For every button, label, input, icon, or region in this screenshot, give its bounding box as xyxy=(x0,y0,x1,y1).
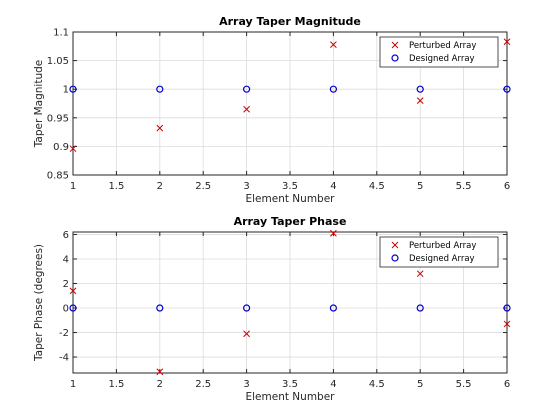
data-point-perturbed xyxy=(243,105,250,113)
y-axis-label: Taper Phase (degrees) xyxy=(33,244,45,362)
data-point-perturbed-stroke-b xyxy=(69,145,77,153)
data-point-designed xyxy=(503,85,511,93)
data-point-designed xyxy=(503,304,511,312)
x-tick-label: 5.5 xyxy=(456,379,472,390)
y-tick-label: 0.95 xyxy=(47,113,69,124)
x-axis-label: Element Number xyxy=(246,391,336,403)
legend-marker xyxy=(391,41,399,49)
x-tick-label: 5 xyxy=(417,181,423,192)
y-tick-label: 4 xyxy=(63,254,69,265)
data-point-perturbed xyxy=(330,229,337,237)
data-point-perturbed-stroke-b xyxy=(69,287,77,295)
legend-marker xyxy=(391,54,399,62)
data-point-perturbed-stroke-b xyxy=(330,41,337,48)
y-tick-label: 1.05 xyxy=(47,56,69,67)
legend: Perturbed Array Designed Array xyxy=(379,36,499,68)
y-tick-label: 0 xyxy=(63,304,69,315)
x-tick-label: 2 xyxy=(157,379,163,390)
data-point-designed xyxy=(243,85,251,93)
x-tick-label: 2.5 xyxy=(195,181,211,192)
x-tick-label: 3.5 xyxy=(282,379,298,390)
data-point-designed xyxy=(156,85,164,93)
y-tick-label: -2 xyxy=(59,328,69,339)
x-tick-label: 3 xyxy=(243,379,249,390)
y-tick-label: 0.9 xyxy=(53,142,69,153)
data-point-perturbed xyxy=(503,38,511,46)
chart-taper-phase: 1 1.5 2 2.5 3 3.5 4 4.5 5 5.5 6 -4 -2 0 2 4 6 Array Taper… xyxy=(33,215,511,403)
y-tick-label: 1 xyxy=(63,85,69,96)
x-tick-label: 2.5 xyxy=(195,379,211,390)
x-tick-label: 3.5 xyxy=(282,181,298,192)
data-point-perturbed xyxy=(243,330,250,338)
data-point-perturbed-stroke-b xyxy=(416,97,424,104)
y-tick-label: 1.1 xyxy=(53,28,69,39)
y-tick-label: 6 xyxy=(63,230,69,241)
x-tick-label: 5 xyxy=(417,379,423,390)
data-point-perturbed-stroke-b xyxy=(503,38,511,46)
x-tick-label: 4.5 xyxy=(369,181,385,192)
data-point-perturbed xyxy=(503,320,511,328)
data-point-designed xyxy=(329,85,337,93)
data-point-perturbed xyxy=(416,270,424,278)
legend-marker xyxy=(391,254,399,262)
x-tick-label: 6 xyxy=(504,379,510,390)
y-tick-label: 0.85 xyxy=(47,171,69,182)
legend-entry: Designed Array xyxy=(409,254,475,264)
x-tick-label: 1.5 xyxy=(108,181,124,192)
chart-taper-magnitude: 1 1.5 2 2.5 3 3.5 4 4.5 5 5.5 6 0.85 0.9 0.95 1 1.05 1.1… xyxy=(33,15,511,205)
x-tick-label: 1.5 xyxy=(108,379,124,390)
x-tick-label: 2 xyxy=(157,181,163,192)
legend-box xyxy=(379,236,499,268)
data-point-perturbed-stroke-b xyxy=(243,105,250,113)
x-tick-label: 1 xyxy=(70,181,76,192)
legend-marker-stroke-b xyxy=(391,241,399,249)
chart-title: Array Taper Magnitude xyxy=(219,15,361,28)
data-point-perturbed-stroke-b xyxy=(416,270,424,278)
data-point-perturbed-stroke-b xyxy=(503,320,511,328)
x-tick-label: 1 xyxy=(70,379,76,390)
data-point-perturbed xyxy=(416,97,424,104)
x-tick-label: 5.5 xyxy=(456,181,472,192)
legend-entry: Perturbed Array xyxy=(409,241,476,251)
y-tick-label: -4 xyxy=(59,353,69,364)
data-point-perturbed-stroke-b xyxy=(156,368,164,376)
y-axis-label: Taper Magnitude xyxy=(33,60,45,149)
data-point-perturbed xyxy=(69,145,77,153)
data-point-designed xyxy=(416,85,424,93)
x-axis-label: Element Number xyxy=(246,193,336,205)
x-tick-label: 4 xyxy=(330,379,336,390)
x-tick-label: 3 xyxy=(243,181,249,192)
data-point-designed xyxy=(243,304,251,312)
legend-entry: Designed Array xyxy=(409,54,475,64)
data-point-designed xyxy=(69,304,77,312)
legend-entry: Perturbed Array xyxy=(409,41,476,51)
legend-marker-stroke-b xyxy=(391,41,399,49)
data-point-perturbed xyxy=(156,124,164,132)
x-tick-label: 6 xyxy=(504,181,510,192)
y-tick-label: 2 xyxy=(63,279,69,290)
x-tick-label: 4 xyxy=(330,181,336,192)
data-point-perturbed-stroke-b xyxy=(156,124,164,132)
data-point-designed xyxy=(416,304,424,312)
chart-title: Array Taper Phase xyxy=(234,215,347,228)
data-point-perturbed xyxy=(330,41,337,48)
data-point-perturbed xyxy=(156,368,164,376)
x-tick-label: 4.5 xyxy=(369,379,385,390)
data-point-perturbed-stroke-b xyxy=(330,229,337,237)
data-point-perturbed-stroke-b xyxy=(243,330,250,338)
data-point-designed xyxy=(69,85,77,93)
data-point-designed xyxy=(329,304,337,312)
legend: Perturbed Array Designed Array xyxy=(379,236,499,268)
data-point-perturbed xyxy=(69,287,77,295)
data-point-designed xyxy=(156,304,164,312)
legend-marker xyxy=(391,241,399,249)
legend-box xyxy=(379,36,499,68)
